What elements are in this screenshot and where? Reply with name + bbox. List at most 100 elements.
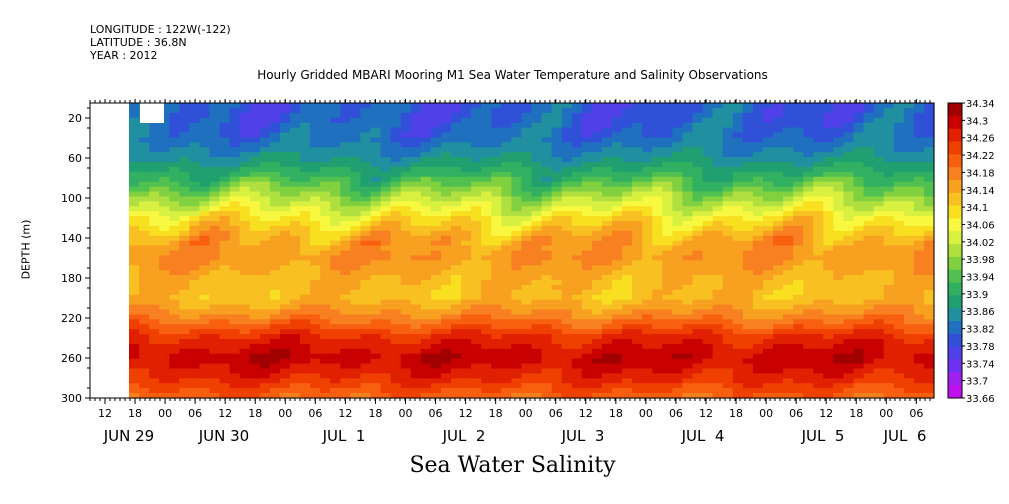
data-cell	[873, 171, 885, 178]
data-cell	[853, 181, 865, 188]
data-cell	[139, 309, 150, 316]
data-cell	[702, 388, 714, 394]
data-cell	[783, 378, 794, 384]
data-cell	[269, 255, 281, 261]
data-cell	[923, 393, 935, 399]
data-cell	[420, 196, 432, 202]
data-cell	[642, 343, 653, 350]
data-cell	[551, 107, 563, 114]
data-cell	[501, 255, 512, 261]
data-cell	[320, 339, 331, 345]
data-cell	[511, 294, 523, 301]
data-cell	[209, 270, 221, 276]
data-cell	[722, 112, 734, 119]
data-cell	[873, 275, 885, 281]
data-cell	[360, 186, 372, 193]
data-cell	[672, 343, 684, 350]
data-cell	[229, 294, 241, 301]
data-cell	[259, 393, 271, 399]
data-cell	[903, 339, 915, 345]
data-cell	[229, 171, 241, 178]
data-cell	[390, 393, 402, 399]
data-cell	[813, 147, 824, 153]
data-cell	[440, 378, 452, 384]
data-cell	[803, 294, 814, 301]
data-cell	[320, 176, 331, 183]
data-cell	[722, 181, 734, 188]
data-cell	[893, 176, 905, 183]
data-cell	[923, 201, 935, 207]
data-cell	[773, 309, 784, 316]
data-cell	[471, 353, 482, 360]
data-cell	[461, 225, 472, 232]
data-cell	[320, 255, 331, 261]
data-cell	[410, 275, 422, 281]
data-cell	[471, 240, 482, 247]
data-cell	[219, 225, 231, 232]
data-cell	[440, 388, 452, 394]
data-cell	[149, 373, 160, 379]
data-cell	[209, 206, 221, 212]
x-hour-label: 18	[729, 407, 743, 420]
data-cell	[179, 280, 190, 286]
data-cell	[440, 235, 452, 242]
data-cell	[219, 196, 231, 202]
data-cell	[350, 112, 362, 119]
data-cell	[451, 162, 462, 168]
data-cell	[833, 162, 845, 168]
data-cell	[561, 314, 573, 320]
data-cell	[149, 176, 160, 183]
data-cell	[883, 235, 895, 242]
y-tick-label: 180	[61, 272, 82, 285]
data-cell	[893, 152, 905, 158]
data-cell	[853, 324, 865, 330]
data-cell	[833, 191, 845, 198]
data-cell	[189, 122, 201, 129]
data-cell	[481, 339, 492, 345]
data-cell	[390, 211, 402, 217]
data-cell	[350, 383, 362, 389]
data-cell	[873, 117, 885, 124]
data-cell	[219, 363, 231, 370]
x-hour-label: 12	[459, 407, 473, 420]
data-cell	[752, 343, 764, 350]
data-cell	[290, 368, 301, 375]
data-cell	[863, 319, 875, 325]
data-cell	[300, 196, 311, 202]
data-cell	[410, 117, 422, 124]
data-cell	[159, 176, 170, 183]
data-cell	[420, 284, 432, 291]
data-cell	[813, 137, 824, 143]
data-cell	[873, 181, 885, 188]
data-cell	[471, 250, 482, 257]
data-cell	[591, 329, 603, 335]
data-cell	[551, 206, 563, 212]
data-cell	[139, 186, 150, 193]
data-cell	[722, 235, 734, 242]
data-cell	[370, 255, 382, 261]
data-cell	[883, 280, 895, 286]
data-cell	[652, 147, 663, 153]
data-cell	[843, 373, 855, 379]
data-cell	[471, 255, 482, 261]
data-cell	[420, 132, 432, 139]
data-cell	[410, 324, 422, 330]
data-cell	[159, 216, 170, 222]
data-cell	[159, 171, 170, 178]
data-cell	[189, 383, 201, 389]
data-cell	[139, 383, 150, 389]
data-cell	[219, 304, 231, 311]
data-cell	[420, 216, 432, 222]
data-cell	[793, 314, 804, 320]
data-cell	[672, 353, 684, 360]
data-cell	[672, 211, 684, 217]
data-cell	[873, 107, 885, 114]
data-cell	[320, 363, 331, 370]
data-cell	[923, 206, 935, 212]
data-cell	[159, 250, 170, 257]
data-cell	[903, 299, 915, 306]
data-cell	[561, 216, 573, 222]
data-cell	[279, 117, 291, 124]
data-cell	[712, 294, 724, 301]
data-cell	[712, 270, 724, 276]
